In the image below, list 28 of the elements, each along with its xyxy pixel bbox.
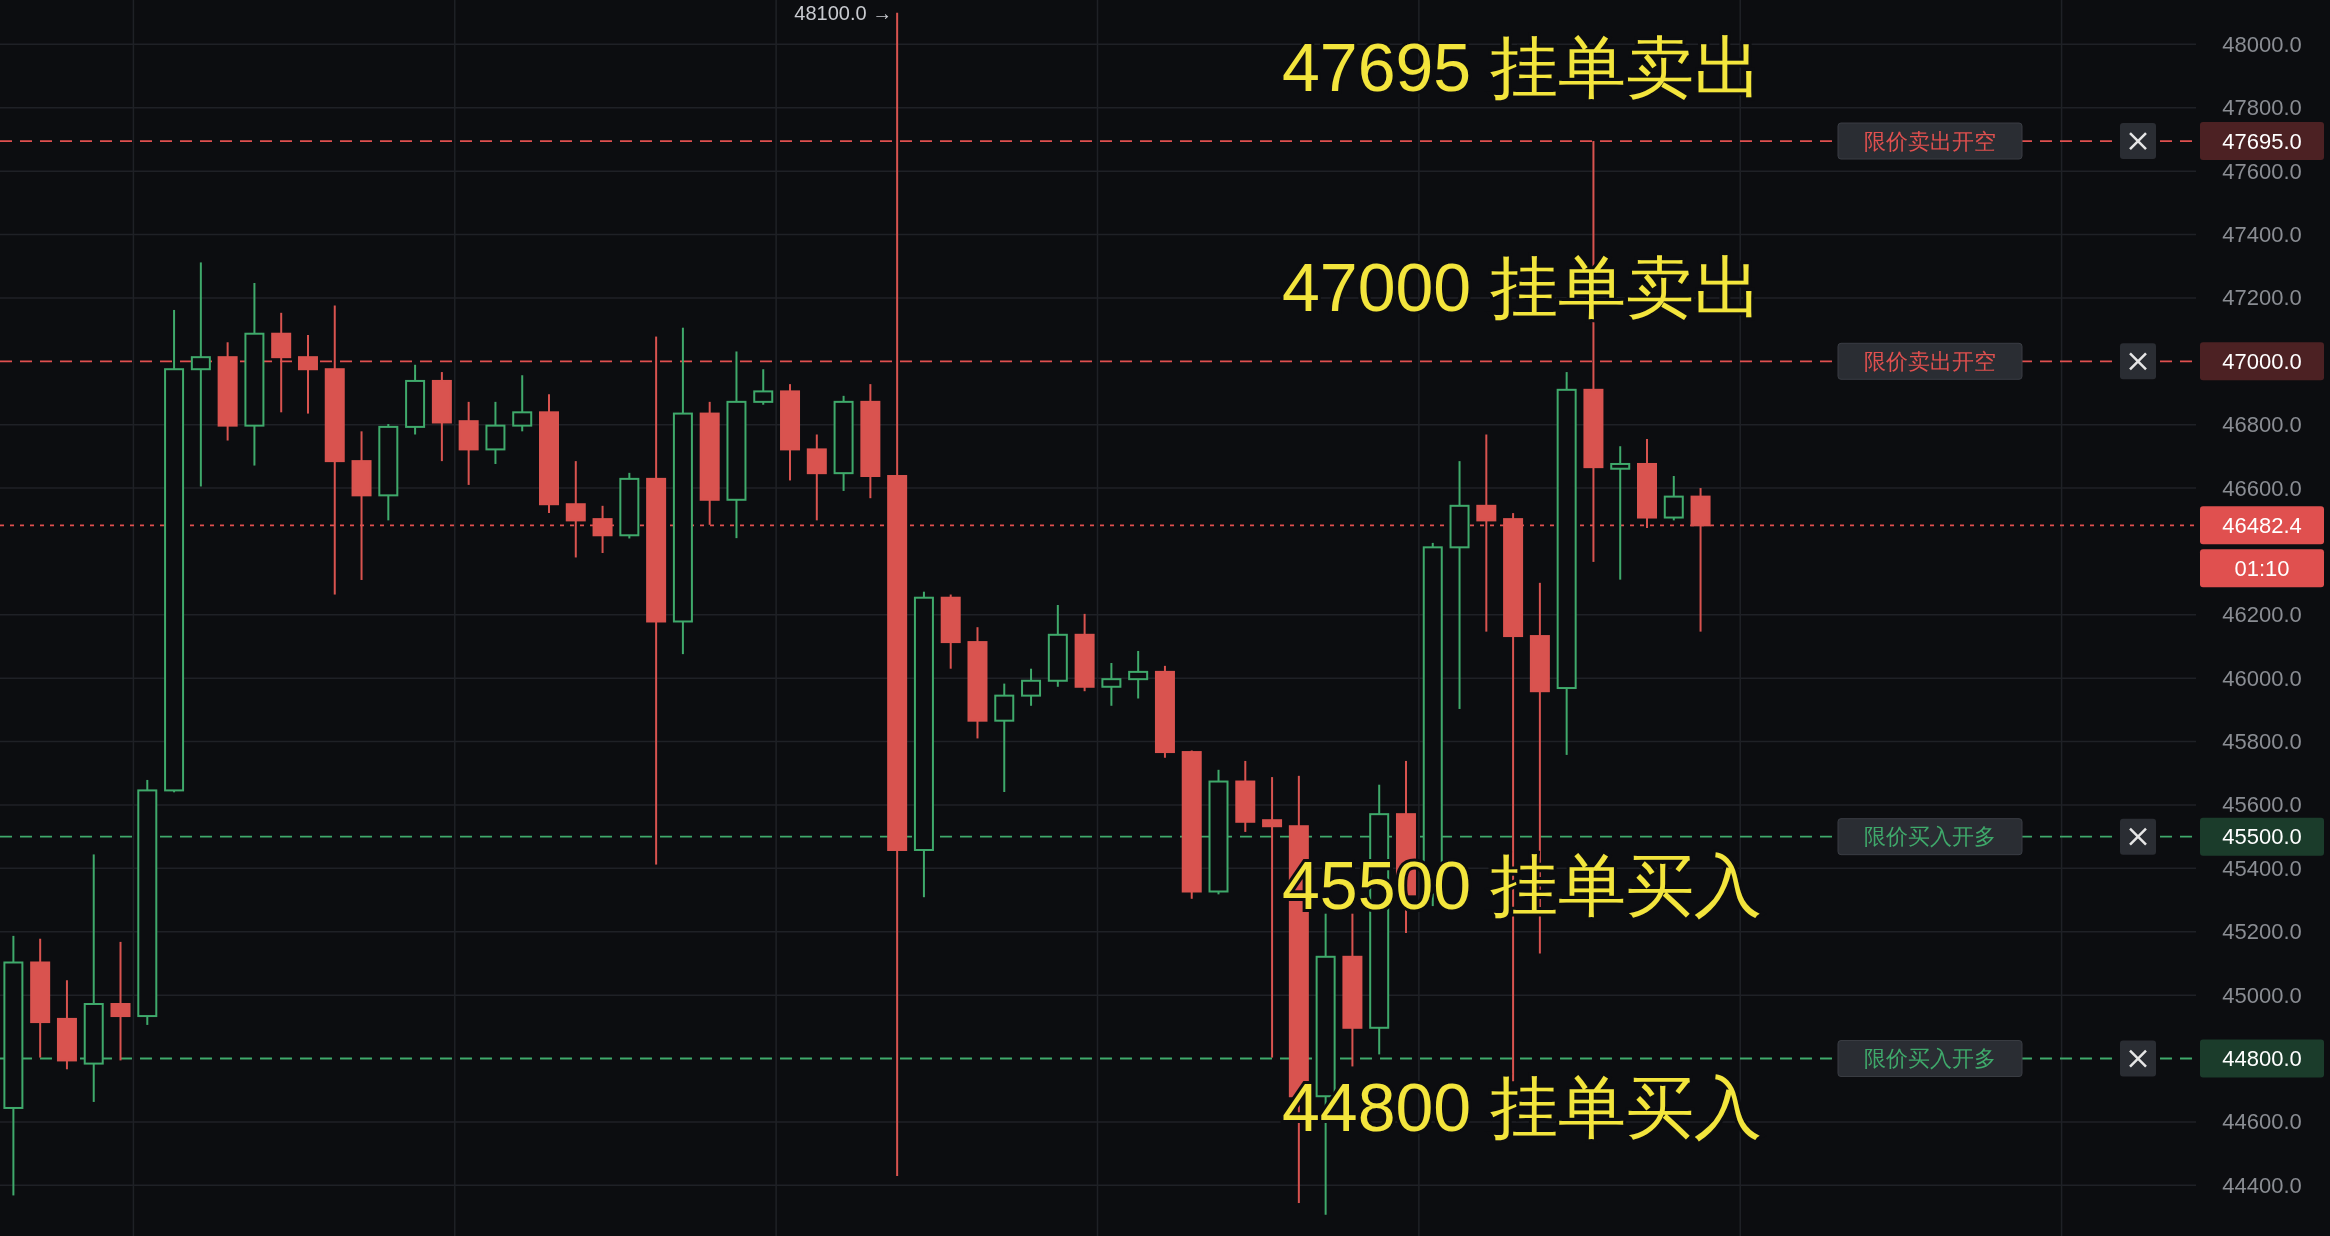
ref-line-label: 限价卖出开空 (1864, 348, 1996, 374)
text: 47000.0 (2222, 348, 2302, 374)
y-tick-label: 47800.0 (2222, 95, 2302, 121)
y-tick-label: 44600.0 (2222, 1109, 2302, 1135)
y-tick-label: 47200.0 (2222, 285, 2302, 311)
text: 45500.0 (2222, 824, 2302, 850)
y-tick-label: 46200.0 (2222, 602, 2302, 628)
ref-line-label: 限价卖出开空 (1864, 128, 1996, 154)
y-tick-label: 46000.0 (2222, 665, 2302, 691)
y-tick-label: 44400.0 (2222, 1172, 2302, 1198)
y-tick-label: 47600.0 (2222, 158, 2302, 184)
y-tick-label: 45000.0 (2222, 982, 2302, 1008)
ref-line-label: 限价买入开多 (1864, 824, 1996, 850)
annotation: 48100.0 → (794, 1, 893, 24)
ref-line-label: 限价买入开多 (1864, 1046, 1996, 1072)
annotation: 47695 挂单卖出 (1282, 29, 1762, 106)
text: 46482.4 (2222, 512, 2302, 538)
y-tick-label: 48000.0 (2222, 31, 2302, 57)
text: 01:10 (2234, 555, 2290, 581)
y-tick-label: 45600.0 (2222, 792, 2302, 818)
y-tick-label: 46600.0 (2222, 475, 2302, 501)
y-tick-label: 45800.0 (2222, 729, 2302, 755)
text: 47695.0 (2222, 128, 2302, 154)
y-tick-label: 45200.0 (2222, 919, 2302, 945)
y-tick-label: 46800.0 (2222, 412, 2302, 438)
text: 44800.0 (2222, 1046, 2302, 1072)
y-tick-label: 45400.0 (2222, 855, 2302, 881)
y-tick-label: 47400.0 (2222, 222, 2302, 248)
